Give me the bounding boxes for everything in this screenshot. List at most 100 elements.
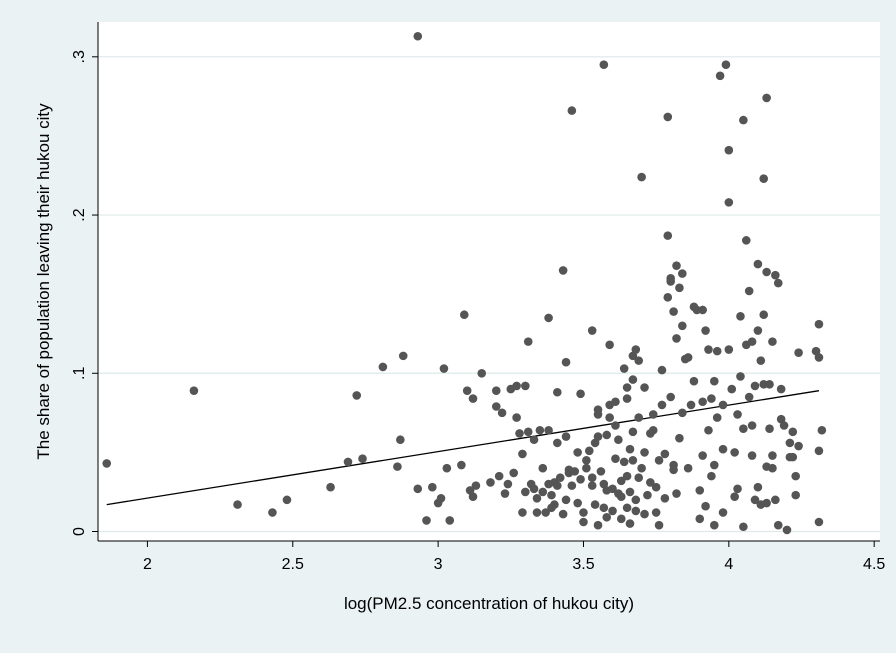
data-point [663,231,673,240]
data-point [622,394,632,403]
data-point [625,487,635,497]
data-point [625,519,635,528]
data-point [765,424,774,433]
data-point [503,479,513,489]
data-point [582,456,591,465]
data-point [547,490,556,500]
data-point [817,425,827,435]
data-point [718,400,728,410]
data-point [788,427,798,437]
data-point [747,421,757,430]
data-point [753,326,763,335]
data-point [587,473,597,483]
data-point [759,174,769,183]
tick-labels: 2 2.5 3 3.5 4 4.5 0 .1 .2 .3 [71,50,885,573]
data-point [762,498,771,508]
data-point [724,345,734,354]
data-point [741,236,751,245]
data-point [343,457,353,467]
data-point [718,444,728,454]
data-point [768,337,777,346]
data-point [599,60,609,70]
data-point [753,259,763,269]
data-point [730,448,739,457]
data-point [698,397,707,407]
data-point [550,500,559,509]
data-point [523,427,533,437]
data-point [558,509,568,519]
data-point [631,495,641,505]
data-point [794,441,803,451]
data-point [605,340,614,350]
data-point [532,508,542,517]
data-point [587,481,597,490]
data-point [704,425,713,435]
data-point [413,484,423,494]
data-point [739,424,748,433]
data-point [616,476,626,486]
data-point [593,520,603,530]
data-point [500,489,510,498]
data-point [422,516,431,525]
data-point [736,372,745,381]
data-point [567,106,577,115]
data-point [675,283,684,293]
data-point [750,381,760,391]
data-point [628,375,638,384]
data-point [573,448,582,457]
data-point [611,454,620,464]
data-point [709,376,719,386]
data-point [561,357,571,367]
data-point [678,321,687,331]
data-point [791,490,800,500]
data-point [695,486,705,495]
data-point [727,384,737,394]
data-point [590,500,600,509]
data-point [553,387,562,397]
x-axis-title: log(PM2.5 concentration of hukou city) [344,594,634,613]
x-tick-label: 3.5 [572,556,594,573]
data-point [672,261,681,270]
data-point [544,425,553,435]
data-point [739,115,748,125]
data-point [744,286,754,296]
data-points [102,31,827,535]
data-point [553,481,562,490]
data-point [759,310,769,320]
data-point [616,492,626,501]
data-point [654,456,664,465]
data-point [439,364,449,373]
data-point [672,489,681,498]
data-point [622,471,632,481]
data-point [707,471,716,481]
data-point [695,514,705,524]
data-point [555,473,565,483]
data-point [468,492,478,501]
fitted-line [106,390,820,506]
data-point [733,484,742,494]
data-point [765,380,774,389]
data-point [608,484,617,494]
data-point [791,471,800,481]
data-point [593,432,603,441]
data-point [768,451,777,460]
data-point [712,413,722,422]
data-point [608,506,617,516]
data-point [579,517,588,527]
data-point [651,482,661,492]
data-point [640,509,649,519]
data-point [654,520,664,530]
data-point [515,429,524,438]
data-point [436,493,446,503]
data-point [814,319,824,329]
data-point [637,172,646,182]
data-point [614,435,623,445]
data-point [701,501,710,511]
data-point [512,413,521,422]
data-point [709,520,719,530]
data-point [468,394,478,403]
x-tick-label: 4.5 [863,556,885,573]
data-point [657,365,667,375]
data-point [643,490,652,500]
data-point [521,381,530,391]
